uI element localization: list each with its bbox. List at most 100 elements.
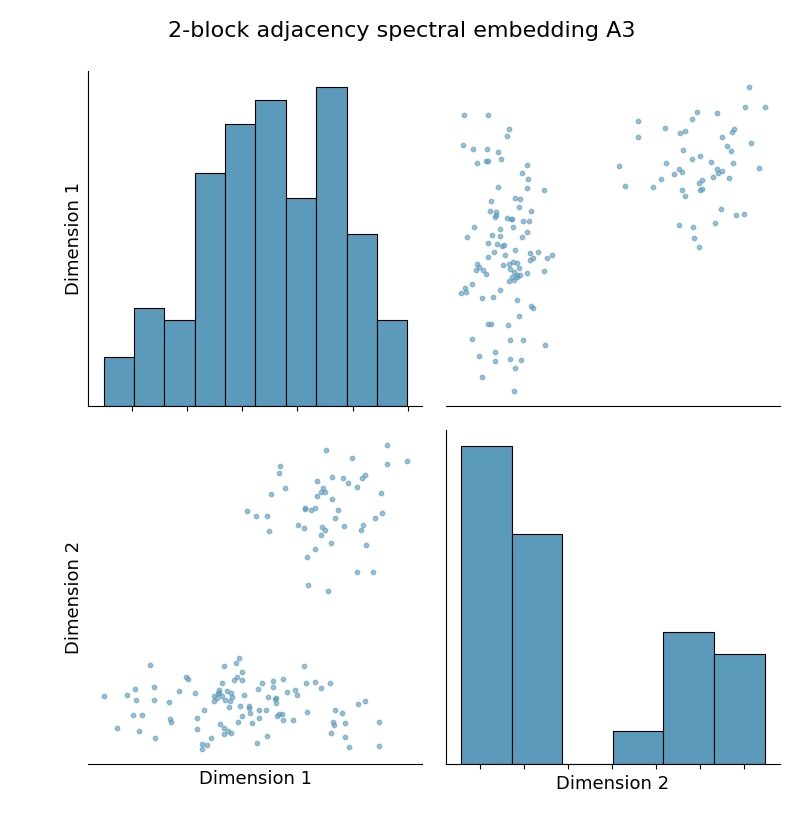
Point [97, 689, 110, 702]
Point [356, 471, 369, 485]
Point [352, 697, 365, 711]
Point [230, 670, 243, 684]
Point [482, 249, 495, 263]
Point [487, 211, 500, 224]
Point [350, 480, 363, 494]
Point [324, 727, 337, 740]
Point [243, 699, 255, 712]
Point [207, 689, 220, 702]
Point [315, 521, 328, 534]
Point [366, 565, 379, 579]
Y-axis label: Dimension 2: Dimension 2 [65, 540, 83, 654]
Point [654, 172, 666, 186]
Point [358, 695, 371, 708]
Point [715, 165, 728, 178]
Point [459, 286, 471, 299]
Bar [225, 124, 255, 407]
Point [212, 683, 225, 696]
Point [300, 550, 313, 564]
Point [190, 722, 203, 735]
Bar [377, 320, 407, 407]
Point [287, 713, 300, 727]
Point [503, 333, 516, 347]
Point [278, 481, 291, 495]
Point [685, 153, 698, 166]
Point [374, 486, 387, 500]
X-axis label: Dimension 1: Dimension 1 [198, 770, 312, 788]
Point [218, 721, 230, 734]
Point [493, 222, 506, 235]
Point [491, 144, 503, 158]
Point [481, 155, 494, 168]
Point [540, 251, 553, 265]
Point [227, 673, 240, 686]
Point [472, 260, 485, 273]
Point [336, 706, 349, 719]
Point [738, 101, 751, 114]
Point [512, 309, 525, 323]
Point [678, 190, 691, 203]
Point [267, 674, 279, 687]
Point [245, 716, 258, 729]
Bar [255, 100, 285, 407]
Point [507, 191, 520, 204]
Point [369, 511, 381, 524]
Point [328, 511, 340, 524]
Bar [104, 357, 134, 407]
Point [503, 262, 516, 276]
Point [238, 689, 251, 702]
Point [270, 709, 283, 722]
Point [483, 204, 495, 218]
Bar [612, 732, 662, 764]
Point [503, 352, 516, 365]
Point [721, 171, 734, 184]
Point [298, 521, 311, 534]
Point [516, 333, 529, 347]
Point [502, 257, 515, 270]
Point [243, 706, 256, 720]
Point [308, 542, 321, 555]
Point [148, 680, 161, 693]
Bar [713, 654, 764, 764]
Point [242, 701, 255, 715]
Point [308, 675, 320, 689]
Point [479, 268, 491, 281]
Point [508, 361, 521, 375]
Point [499, 212, 512, 225]
Point [523, 214, 536, 228]
Point [269, 691, 282, 705]
Point [264, 487, 277, 501]
Point [618, 180, 631, 193]
Point [676, 144, 689, 157]
Point [276, 672, 289, 685]
Point [291, 518, 304, 532]
Point [339, 730, 352, 743]
Point [510, 270, 523, 283]
Point [198, 704, 210, 717]
Point [724, 144, 736, 158]
Point [526, 251, 539, 265]
Point [207, 694, 220, 707]
Point [497, 239, 510, 252]
Point [488, 354, 501, 368]
Point [230, 656, 243, 669]
Point [503, 274, 516, 287]
Point [266, 680, 279, 694]
Point [714, 202, 727, 216]
Point [190, 711, 203, 724]
Bar [460, 445, 511, 764]
Point [360, 538, 373, 552]
Point [297, 659, 310, 673]
Point [255, 676, 268, 690]
Point [325, 492, 338, 506]
Point [480, 236, 493, 249]
Point [328, 703, 341, 717]
Point [272, 467, 285, 480]
Point [690, 105, 703, 118]
Point [673, 127, 686, 140]
Point [214, 717, 226, 731]
Point [210, 691, 223, 705]
Point [308, 501, 320, 514]
Point [485, 228, 498, 242]
Point [507, 244, 520, 257]
